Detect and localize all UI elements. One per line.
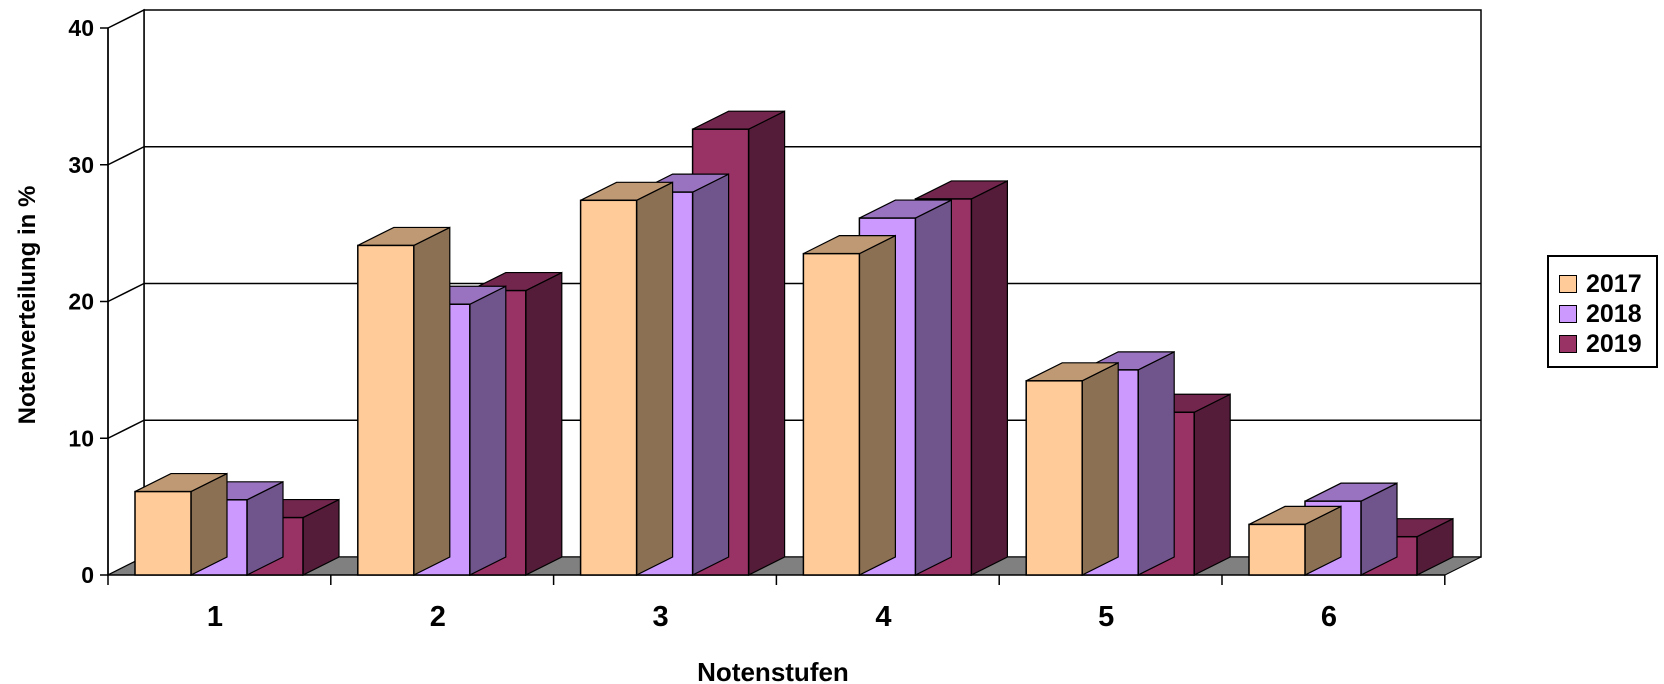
bar-side <box>747 110 786 576</box>
bar-side <box>1193 393 1231 576</box>
bar-side <box>914 199 953 576</box>
bar-side <box>858 234 897 576</box>
gridline-side-20 <box>107 282 145 303</box>
x-tick-label: 2 <box>430 601 446 633</box>
bars <box>134 110 1454 576</box>
legend-label-2018: 2018 <box>1586 299 1642 328</box>
bar <box>357 226 451 576</box>
bar-front <box>1248 523 1306 576</box>
gridline-side-30 <box>107 146 145 166</box>
legend-swatch-2018 <box>1559 305 1577 323</box>
bar-side <box>469 285 507 576</box>
legend-swatch-2017 <box>1559 275 1577 293</box>
bar-front <box>579 199 638 576</box>
bar <box>1248 505 1342 576</box>
y-tick-label: 30 <box>68 152 94 178</box>
x-tick-label: 3 <box>653 601 669 633</box>
bar-front <box>357 244 415 576</box>
x-axis-title: Notenstufen <box>697 657 849 684</box>
x-axis: 1 2 3 4 5 6 <box>107 574 1446 633</box>
legend-label-2017: 2017 <box>1586 269 1642 298</box>
bar-side <box>413 226 451 576</box>
bar-side <box>691 173 730 576</box>
y-tick-label: 20 <box>68 289 94 315</box>
y-tick-label: 0 <box>81 562 94 588</box>
y-axis-title: Notenverteilung in % <box>14 186 41 425</box>
legend-item-2018: 2018 <box>1559 299 1642 329</box>
bar-side <box>635 181 674 576</box>
x-tick-label: 5 <box>1098 601 1114 633</box>
bar <box>134 472 228 576</box>
legend-swatch-2019 <box>1559 335 1577 353</box>
bar-front <box>802 252 861 576</box>
x-tick-label: 4 <box>875 601 891 633</box>
y-tick-label: 40 <box>68 15 94 41</box>
bar <box>1025 361 1119 576</box>
bar <box>802 234 897 576</box>
legend-item-2017: 2017 <box>1559 269 1642 299</box>
bar-side <box>1137 350 1175 576</box>
y-tick-label: 10 <box>68 425 94 451</box>
x-tick-label: 1 <box>207 601 223 633</box>
bar-side <box>970 179 1009 576</box>
legend-label-2019: 2019 <box>1586 329 1642 358</box>
bar-front <box>1025 380 1083 576</box>
y-axis: 0 10 20 30 40 <box>68 15 109 588</box>
legend: 2017 2018 2019 <box>1547 255 1658 368</box>
bar <box>579 181 674 576</box>
x-tick-label: 6 <box>1321 601 1337 633</box>
legend-item-2019: 2019 <box>1559 329 1642 359</box>
bar-side <box>525 271 563 576</box>
gridline-side-10 <box>107 419 145 439</box>
bar-side <box>1081 361 1119 576</box>
bar-front <box>134 490 192 576</box>
